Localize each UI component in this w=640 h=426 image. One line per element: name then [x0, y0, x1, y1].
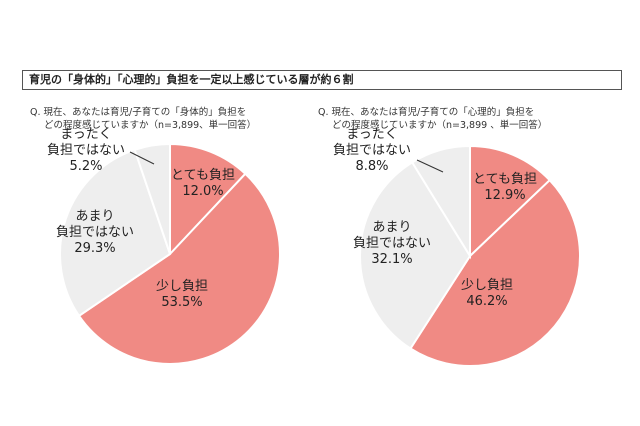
slice-label-3: あまり負担ではない 32.1%: [353, 220, 431, 267]
slice-label-4: まったく負担ではない 8.8%: [333, 127, 411, 174]
right-question-line2: どの程度感じていますか（n=3,899 、単一回答）: [332, 120, 548, 131]
slice-label-1: とても負担 12.9%: [473, 172, 537, 203]
pie-slice-1: [469, 144, 552, 259]
pie-slice-4: [410, 144, 471, 260]
slice-label-2: 少し負担 53.5%: [156, 279, 208, 310]
pie-slice-1: [169, 142, 247, 257]
chart-header-title: 育児の「身体的」「心理的」負担を一定以上感じている層が約６割: [22, 70, 622, 90]
pie-slice-2: [77, 172, 281, 365]
slice-label-1: とても負担 12.0%: [171, 168, 235, 199]
leader-line: [416, 159, 444, 173]
pie-chart-psychological: とても負担 12.9% 少し負担 46.2% あまり負担ではない 32.1% まったく負担で…: [333, 127, 581, 367]
slice-label-3: あまり負担ではない 29.3%: [56, 209, 134, 256]
pie-slice-4: [133, 142, 171, 255]
left-question-line2: どの程度感じていますか（n=3,899、単一回答）: [44, 120, 257, 131]
pie-slice-3: [359, 161, 472, 350]
pie-chart-physical: とても負担 12.0% 少し負担 53.5% あまり負担ではない 29.3% まったく負担で…: [47, 127, 281, 365]
slice-label-4: まったく負担ではない 5.2%: [47, 127, 125, 174]
pie-slice-2: [409, 178, 581, 367]
pie-slice-3: [59, 148, 172, 318]
slice-label-2: 少し負担 46.2%: [461, 278, 513, 309]
left-question: Q. 現在、あなたは育児/子育ての「身体的」負担を どの程度感じていますか（n=…: [30, 106, 300, 132]
leader-line: [129, 151, 155, 165]
right-question-line1: Q. 現在、あなたは育児/子育ての「心理的」負担を: [318, 107, 535, 118]
right-question: Q. 現在、あなたは育児/子育ての「心理的」負担を どの程度感じていますか（n=…: [318, 106, 618, 132]
left-question-line1: Q. 現在、あなたは育児/子育ての「身体的」負担を: [30, 107, 247, 118]
